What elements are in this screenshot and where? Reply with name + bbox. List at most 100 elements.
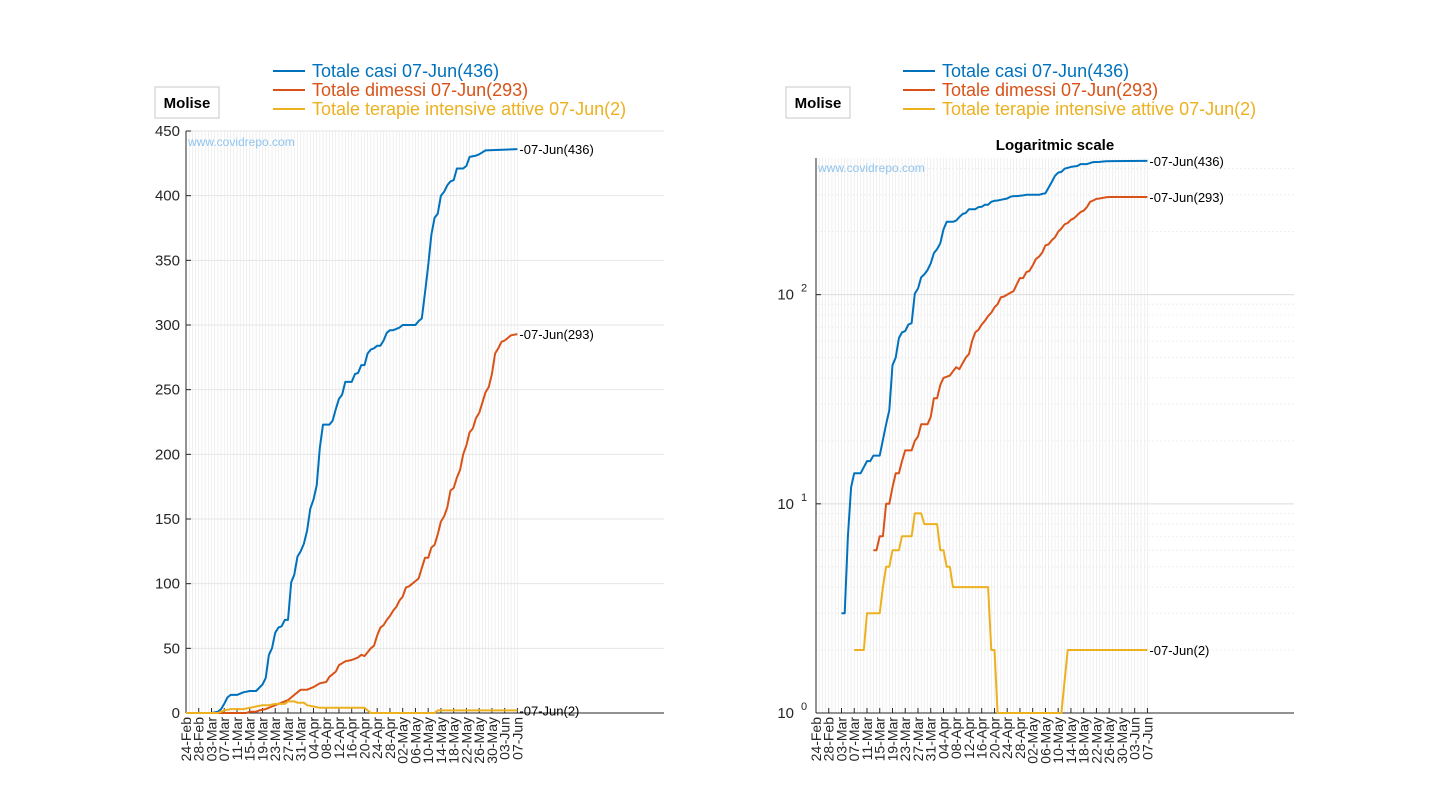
x-tick-label: 14-May — [1063, 717, 1079, 764]
legend-entry: Totale casi 07-Jun(436) — [312, 61, 499, 81]
y-tick-label: 50 — [163, 640, 180, 657]
x-tick-label: 31-Mar — [923, 717, 939, 762]
series-line-1 — [841, 159, 1148, 615]
legend-entry: Totale dimessi 07-Jun(293) — [312, 80, 528, 100]
x-tick-label: 24-Apr — [999, 717, 1015, 759]
series-line-1 — [211, 148, 518, 714]
x-tick-label: 03-Mar — [833, 717, 849, 762]
grid-lines — [185, 130, 664, 714]
x-tick-label: 07-Jun — [1139, 717, 1155, 760]
x-tick-label: 22-May — [458, 717, 474, 764]
y-tick-label: 200 — [155, 446, 180, 463]
y-tick-label-exponent: 0 — [801, 701, 807, 713]
x-tick-label: 15-Mar — [872, 717, 888, 762]
x-tick-label: 11-Mar — [859, 717, 875, 761]
x-tick-label: 02-May — [395, 717, 411, 764]
x-tick-label: 11-Mar — [229, 717, 245, 761]
watermark-text: www.covidrepo.com — [817, 161, 925, 175]
region-label-box — [785, 86, 851, 119]
x-tick-label: 06-May — [1037, 717, 1053, 764]
series-line-2 — [873, 196, 1148, 552]
x-tick-label: 19-Mar — [884, 717, 900, 762]
series-end-label: -07-Jun(2) — [519, 703, 579, 718]
x-tick-label: 08-Apr — [318, 717, 334, 759]
x-tick-label: 02-May — [1025, 717, 1041, 764]
x-tick-label: 19-Mar — [254, 717, 270, 762]
y-tick-label: 100 — [155, 576, 180, 593]
x-tick-label: 15-Mar — [242, 717, 258, 762]
legend-entry: Totale dimessi 07-Jun(293) — [942, 80, 1158, 100]
x-tick-label: 03-Jun — [1127, 717, 1143, 760]
x-tick-label: 24-Apr — [369, 717, 385, 759]
x-tick-label: 16-Apr — [344, 717, 360, 759]
x-tick-label: 22-May — [1088, 717, 1104, 764]
x-tick-label: 28-Feb — [821, 717, 837, 762]
series-end-label: -07-Jun(293) — [1149, 190, 1223, 205]
x-tick-label: 07-Jun — [509, 717, 525, 760]
x-tick-label: 12-Apr — [961, 717, 977, 759]
region-label-box — [154, 86, 220, 119]
x-tick-label: 07-Mar — [216, 717, 232, 762]
x-tick-label: 26-May — [1101, 717, 1117, 764]
x-tick-label: 03-Jun — [497, 717, 513, 760]
x-tick-label: 16-Apr — [974, 717, 990, 759]
x-tick-label: 06-May — [407, 717, 423, 764]
series-line-2 — [186, 333, 518, 714]
x-tick-label: 30-May — [1114, 717, 1130, 764]
x-tick-label: 28-Apr — [382, 717, 398, 759]
x-tick-label: 18-May — [446, 717, 462, 764]
x-tick-label: 27-Mar — [280, 717, 296, 762]
legend: Totale casi 07-Jun(436)Totale dimessi 07… — [903, 61, 1256, 119]
series-line-3 — [854, 512, 1148, 714]
region-label: Molise — [164, 95, 211, 112]
y-tick-label: 10 — [777, 287, 794, 304]
y-tick-label: 10 — [777, 705, 794, 722]
y-tick-label: 150 — [155, 511, 180, 528]
series-end-label: -07-Jun(2) — [1149, 643, 1209, 658]
watermark-text: www.covidrepo.com — [187, 135, 295, 149]
region-label: Molise — [795, 95, 842, 112]
x-tick-label: 24-Feb — [808, 717, 824, 762]
y-tick-label: 250 — [155, 382, 180, 399]
x-tick-label: 26-May — [471, 717, 487, 764]
y-tick-label: 10 — [777, 496, 794, 513]
x-tick-label: 03-Mar — [203, 717, 219, 762]
x-tick-label: 10-May — [1050, 717, 1066, 764]
grid-lines — [815, 158, 1294, 714]
legend-entry: Totale terapie intensive attive 07-Jun(2… — [312, 99, 626, 119]
y-tick-label: 350 — [155, 252, 180, 269]
x-tick-label: 24-Feb — [178, 717, 194, 762]
y-tick-label-exponent: 2 — [801, 283, 807, 295]
x-tick-label: 20-Apr — [356, 717, 372, 759]
x-tick-label: 07-Mar — [846, 717, 862, 762]
legend: Totale casi 07-Jun(436)Totale dimessi 07… — [273, 61, 626, 119]
x-tick-label: 30-May — [484, 717, 500, 764]
x-tick-label: 31-Mar — [293, 717, 309, 762]
series-end-label: -07-Jun(436) — [519, 142, 593, 157]
x-tick-label: 27-Mar — [910, 717, 926, 762]
y-tick-label: 450 — [155, 123, 180, 140]
x-tick-label: 20-Apr — [986, 717, 1002, 759]
y-tick-label: 0 — [172, 705, 180, 722]
x-tick-label: 18-May — [1076, 717, 1092, 764]
chart-panel-1: 05010015020025030035040045024-Feb28-Feb0… — [154, 61, 664, 764]
x-tick-label: 08-Apr — [948, 717, 964, 759]
x-tick-label: 28-Apr — [1012, 717, 1028, 759]
x-tick-label: 23-Mar — [267, 717, 283, 762]
x-tick-label: 04-Apr — [935, 717, 951, 759]
x-tick-label: 10-May — [420, 717, 436, 764]
y-tick-label-exponent: 1 — [801, 492, 807, 504]
x-tick-label: 12-Apr — [331, 717, 347, 759]
series-line-3 — [186, 700, 518, 714]
y-tick-label: 400 — [155, 188, 180, 205]
y-tick-label: 300 — [155, 317, 180, 334]
legend-entry: Totale casi 07-Jun(436) — [942, 61, 1129, 81]
x-tick-label: 14-May — [433, 717, 449, 764]
series-end-label: -07-Jun(293) — [519, 327, 593, 342]
legend-entry: Totale terapie intensive attive 07-Jun(2… — [942, 99, 1256, 119]
series-end-label: -07-Jun(436) — [1149, 154, 1223, 169]
x-tick-label: 23-Mar — [897, 717, 913, 762]
chart-title: Logaritmic scale — [996, 137, 1114, 154]
